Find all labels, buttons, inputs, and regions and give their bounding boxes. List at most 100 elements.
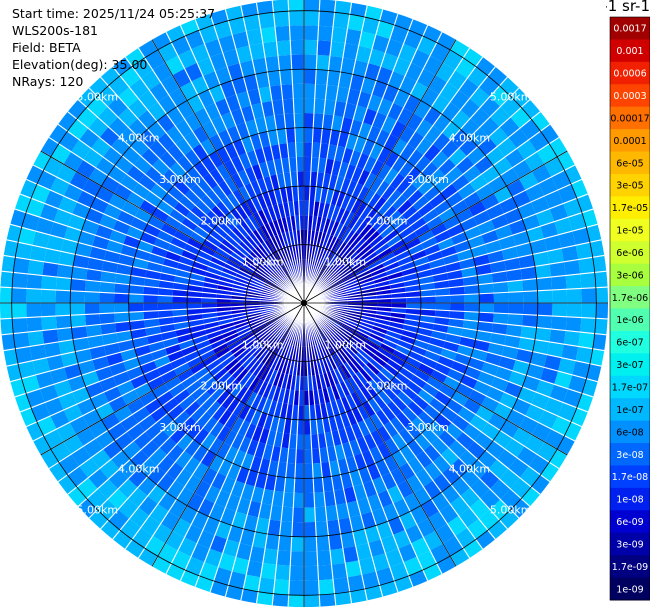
range-bin (288, 433, 298, 449)
range-bin (534, 327, 552, 342)
range-bin (382, 385, 398, 401)
range-bin (179, 172, 197, 190)
range-bin (380, 534, 399, 554)
range-bin (433, 280, 450, 290)
range-bin (310, 157, 320, 173)
range-bin (372, 271, 388, 281)
range-bin (224, 234, 239, 248)
range-bin (169, 427, 187, 445)
range-bin (67, 99, 87, 120)
range-bin (331, 26, 348, 44)
range-bin (474, 431, 494, 451)
range-bin (101, 332, 119, 346)
range-bin (346, 309, 362, 316)
range-bin (431, 437, 449, 456)
range-bin (383, 454, 399, 473)
range-bin (11, 287, 27, 303)
range-bin (492, 312, 509, 325)
range-bin (395, 411, 412, 428)
range-bin (234, 276, 250, 285)
range-bin (162, 192, 180, 209)
range-bin (469, 459, 489, 479)
range-bin (438, 158, 457, 176)
range-bin (565, 316, 582, 333)
range-bin (493, 156, 513, 176)
field-text: Field: BETA (12, 40, 81, 55)
range-bin (140, 360, 158, 375)
range-bin (356, 269, 371, 280)
range-bin (242, 334, 257, 346)
range-bin (475, 405, 494, 423)
range-bin (225, 212, 240, 227)
range-bin (368, 48, 386, 67)
range-bin (497, 137, 517, 157)
range-bin (227, 525, 244, 543)
range-bin (561, 344, 579, 361)
range-bin (173, 410, 191, 428)
range-bin (547, 248, 564, 265)
range-bin (443, 215, 461, 231)
range-bin (276, 550, 291, 566)
ray-gap (304, 31, 443, 301)
range-bin (333, 368, 344, 384)
range-bin (58, 339, 76, 355)
range-bin (326, 320, 340, 331)
range-bin (366, 361, 381, 376)
range-bin (376, 146, 392, 164)
range-bin (246, 290, 262, 297)
range-bin (144, 277, 160, 288)
range-bin (214, 521, 232, 540)
range-bin (233, 345, 248, 359)
range-bin (310, 433, 320, 449)
range-bin (346, 290, 362, 297)
range-bin (266, 317, 280, 327)
range-bin (147, 121, 167, 141)
range-bin (368, 539, 386, 558)
range-bin (304, 186, 311, 201)
range-bin (362, 189, 376, 205)
range-bin (318, 11, 335, 27)
range-bin (370, 159, 385, 177)
ray-gap (255, 305, 305, 604)
range-bin (315, 69, 329, 85)
range-bin (535, 208, 555, 227)
range-bin (250, 394, 263, 410)
range-bin (167, 243, 184, 256)
range-bin (87, 257, 104, 271)
range-bin (384, 437, 400, 455)
range-bin (451, 390, 469, 407)
ray-gap (271, 305, 305, 606)
range-bin (150, 406, 168, 423)
range-bin (568, 212, 587, 232)
range-bin (333, 577, 350, 594)
range-ring-label: 4.00km (118, 462, 160, 475)
range-bin (355, 388, 368, 405)
ray-gap (305, 111, 541, 302)
range-bin (195, 391, 211, 407)
range-bin (318, 265, 328, 279)
range-bin (360, 77, 377, 95)
range-bin (402, 361, 418, 375)
range-bin (156, 113, 176, 133)
range-bin (164, 250, 182, 263)
range-bin (114, 155, 134, 175)
range-bin (139, 199, 157, 216)
range-bin (256, 0, 274, 15)
range-bin (214, 66, 232, 85)
range-bin (101, 175, 121, 194)
range-bin (55, 277, 72, 291)
range-bin (327, 236, 338, 251)
range-bin (195, 199, 211, 215)
range-ring-label: 1.00km (325, 338, 367, 351)
range-bin (264, 281, 279, 290)
range-bin (399, 444, 416, 463)
range-bin (261, 350, 273, 365)
range-bin (407, 456, 425, 475)
range-bin (14, 393, 32, 412)
range-bin (263, 283, 278, 292)
range-bin (384, 334, 400, 345)
range-bin (365, 255, 380, 267)
range-bin (529, 238, 548, 255)
range-bin (522, 375, 541, 393)
range-bin (283, 343, 291, 359)
